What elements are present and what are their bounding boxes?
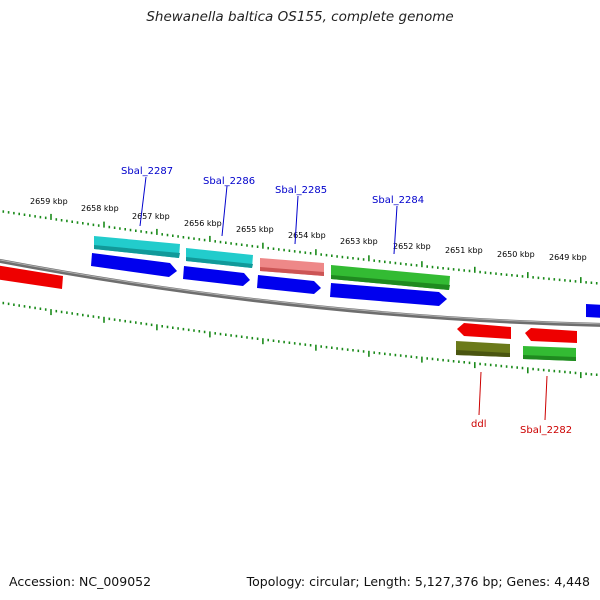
gene-label-ddl: ddl [471, 419, 486, 430]
kbp-label: 2657 kbp [132, 212, 170, 221]
genome-backbone-highlight [0, 259, 600, 325]
cds-arrow-right-edge [586, 304, 600, 318]
leader-sbal-2285 [294, 195, 299, 245]
cog-box-sbal-2285-shade [260, 267, 324, 276]
cds-arrow-sbal-2286 [183, 266, 250, 286]
cog-box-sbal-2282-shade [523, 355, 576, 361]
kbp-label: 2652 kbp [393, 242, 431, 251]
gene-label-sbal-2284: Sbal_2284 [372, 195, 424, 206]
gene-label-sbal-2282: Sbal_2282 [520, 425, 572, 436]
cds-reverse-track [0, 265, 577, 343]
gene-label-sbal-2287: Sbal_2287 [121, 166, 173, 177]
kbp-label: 2651 kbp [445, 246, 483, 255]
cds-arrow-sbal-2287 [91, 253, 177, 277]
cog-box-sbal-2284-shade [331, 275, 450, 290]
cog-box-ddl-shade [456, 350, 510, 357]
leader-ddl [478, 371, 482, 416]
cog-box-sbal-2287-shade [94, 245, 180, 258]
cog-box-sbal-2286-shade [186, 257, 253, 268]
genome-summary: Topology: circular; Length: 5,127,376 bp… [246, 574, 590, 589]
leader-sbal-2287 [139, 176, 147, 227]
cds-forward-track [91, 253, 600, 318]
gene-label-sbal-2285: Sbal_2285 [275, 185, 327, 196]
kbp-label: 2658 kbp [81, 204, 119, 213]
cds-arrow-ddl [457, 323, 511, 339]
cog-track-lower [456, 341, 576, 361]
cds-arrow-sbal-2282 [525, 328, 577, 343]
lower-tick-ruler [2, 301, 598, 379]
cds-arrow-left-edge [0, 265, 63, 289]
gene-labels: Sbal_2287 Sbal_2286 Sbal_2285 Sbal_2284 … [121, 166, 572, 436]
cds-arrow-sbal-2284 [330, 283, 447, 306]
kbp-label: 2654 kbp [288, 231, 326, 240]
gene-label-sbal-2286: Sbal_2286 [203, 176, 255, 187]
map-title: Shewanella baltica OS155, complete genom… [146, 9, 454, 25]
leader-sbal-2286 [221, 185, 228, 237]
kbp-label: 2659 kbp [30, 197, 68, 206]
cog-track-upper [94, 236, 450, 290]
cds-arrow-sbal-2285 [257, 275, 321, 294]
kbp-label: 2653 kbp [340, 237, 378, 246]
leader-lines [139, 176, 548, 421]
accession-label: Accession: NC_009052 [9, 574, 152, 589]
leader-sbal-2282 [544, 375, 548, 421]
kbp-label: 2655 kbp [236, 225, 274, 234]
kbp-labels: 2659 kbp 2658 kbp 2657 kbp 2656 kbp 2655… [30, 197, 587, 262]
kbp-label: 2649 kbp [549, 253, 587, 262]
kbp-label: 2650 kbp [497, 250, 535, 259]
genome-backbone [0, 258, 600, 327]
leader-sbal-2284 [393, 205, 398, 255]
upper-tick-ruler [2, 210, 598, 285]
kbp-label: 2656 kbp [184, 219, 222, 228]
